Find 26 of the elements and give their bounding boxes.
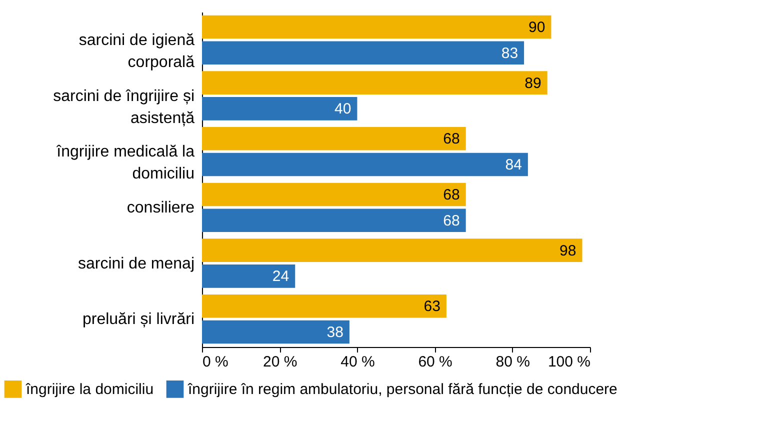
data-label: 84: [505, 156, 522, 174]
data-label: 24: [272, 268, 290, 286]
x-tick-label: 20 %: [263, 354, 298, 370]
y-tick-label: sarcini de igienă corporală: [78, 32, 195, 71]
legend-label: îngrijire la domiciliu: [25, 381, 154, 398]
x-tick-label: 40 %: [340, 354, 375, 370]
data-label: 89: [524, 74, 542, 92]
data-label: 83: [501, 44, 518, 62]
y-tick-label: consiliere: [126, 199, 195, 216]
x-tick-label: 80 %: [496, 354, 530, 370]
legend-label: îngrijire în regim ambulatoriu, personal fără funcție de conducere: [187, 381, 618, 398]
data-label: 38: [326, 324, 344, 342]
data-label: 63: [424, 298, 440, 316]
y-tick-label: preluări și livrări: [82, 311, 194, 328]
data-label: 90: [528, 18, 546, 36]
y-tick-label: sarcini de îngrijire și asistență: [53, 88, 195, 127]
data-label: 40: [334, 100, 352, 118]
data-label: 98: [560, 242, 576, 260]
x-tick-label: 0 %: [202, 354, 228, 370]
data-label: 68: [443, 212, 460, 230]
y-tick-label: sarcini de menaj: [78, 255, 194, 272]
x-tick-label: 100 %: [548, 354, 590, 370]
y-tick-label: îngrijire medicală la domiciliu: [56, 144, 195, 183]
x-tick-label: 60 %: [418, 354, 452, 370]
data-label: 68: [443, 186, 460, 204]
data-label: 68: [443, 130, 460, 148]
